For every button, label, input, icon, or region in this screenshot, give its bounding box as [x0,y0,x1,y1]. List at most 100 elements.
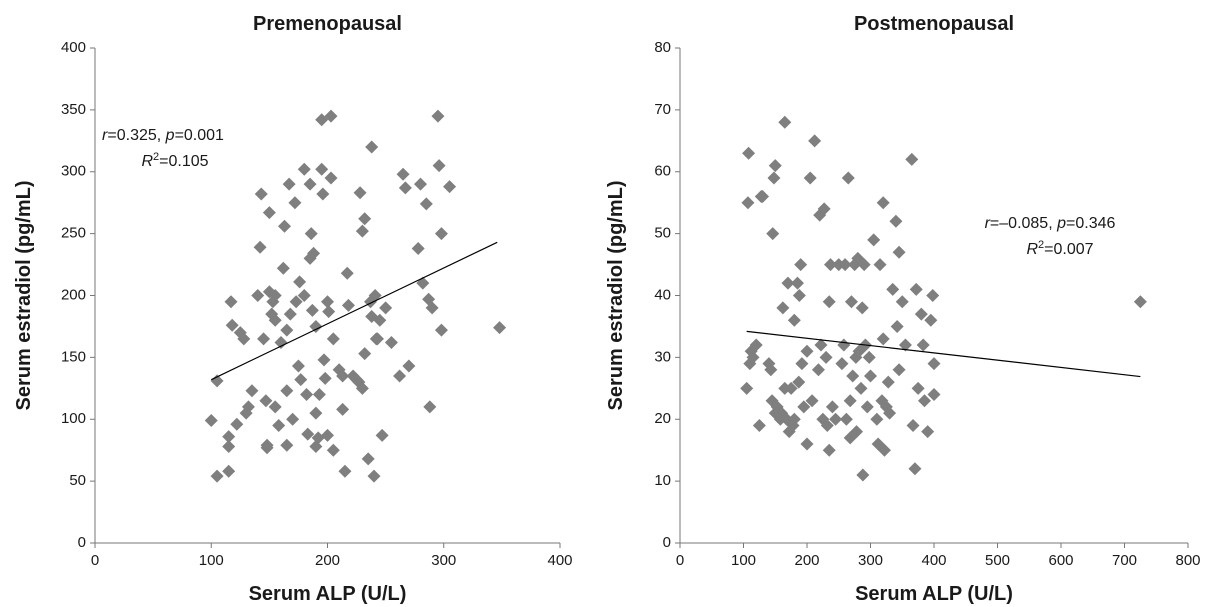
point [808,134,822,148]
point [322,305,336,319]
point [911,381,925,395]
y-tick-label: 50 [654,225,671,242]
point [398,181,412,195]
point [857,258,871,272]
point [877,443,891,457]
point [740,381,754,395]
point [324,171,338,185]
point [741,196,755,210]
point [841,171,855,185]
point [766,227,780,241]
point [856,468,870,482]
point [764,363,778,377]
point [860,400,874,414]
point [776,301,790,315]
point [384,336,398,350]
x-tick-label: 200 [315,552,340,569]
point [927,388,941,401]
point [876,196,890,210]
annotation-part: =0.325, [107,127,165,144]
point [230,417,244,431]
y-tick-label: 0 [78,534,86,551]
point [245,384,259,398]
point [237,332,251,346]
point [890,319,904,333]
point [898,338,912,352]
point [303,177,317,191]
point [355,381,369,395]
y-tick-label: 80 [654,39,671,56]
point [768,159,782,173]
point [835,357,849,371]
x-tick-label: 300 [431,552,456,569]
point [819,350,833,364]
point [414,177,427,191]
point [767,171,781,185]
point [222,430,236,444]
point [843,394,857,408]
point [905,152,919,166]
point [800,344,814,358]
point [289,295,303,309]
x-tick-label: 500 [985,552,1010,569]
annotation-part: =0.007 [1044,241,1093,258]
annotation-part: =0.105 [159,153,208,170]
y-tick-label: 70 [654,101,671,118]
point [795,357,809,371]
point [300,388,314,401]
point [742,146,756,160]
point [222,464,236,478]
x-tick-label: 300 [858,552,883,569]
point [272,418,286,432]
point [361,452,375,466]
point [425,301,439,315]
point [341,298,355,312]
annotation-part: R [141,153,153,170]
point [280,438,294,452]
point [432,159,446,173]
point [889,214,903,228]
point [210,469,224,483]
point [251,289,265,302]
point [752,418,766,432]
x-tick-label: 600 [1048,552,1073,569]
point [924,313,938,327]
point [373,313,387,327]
point [850,425,864,439]
annotation: R2=0.007 [1026,239,1093,258]
point [280,384,294,398]
y-tick-label: 100 [61,410,86,427]
point [792,289,806,302]
point [355,224,369,238]
y-tick-label: 40 [654,286,671,303]
point [260,438,274,452]
point [318,371,332,385]
point [276,261,290,275]
point [268,400,282,414]
point [805,394,819,408]
trend-line [210,241,498,381]
point [906,418,920,432]
point [268,289,282,302]
point [379,301,393,315]
point [864,369,877,383]
point [268,313,282,327]
point [873,258,887,272]
y-tick-label: 0 [663,534,671,551]
point [315,162,329,176]
point [419,197,433,211]
point [358,347,372,361]
point [814,338,828,352]
point [257,332,271,346]
point [787,313,801,327]
x-tick-label: 100 [199,552,224,569]
point [311,431,325,445]
annotation: R2=0.105 [141,151,208,170]
point [293,275,307,289]
annotation-part: p [1056,215,1066,232]
y-tick-label: 10 [654,472,671,489]
point [870,412,884,426]
x-tick-label: 400 [921,552,946,569]
point [846,369,860,383]
